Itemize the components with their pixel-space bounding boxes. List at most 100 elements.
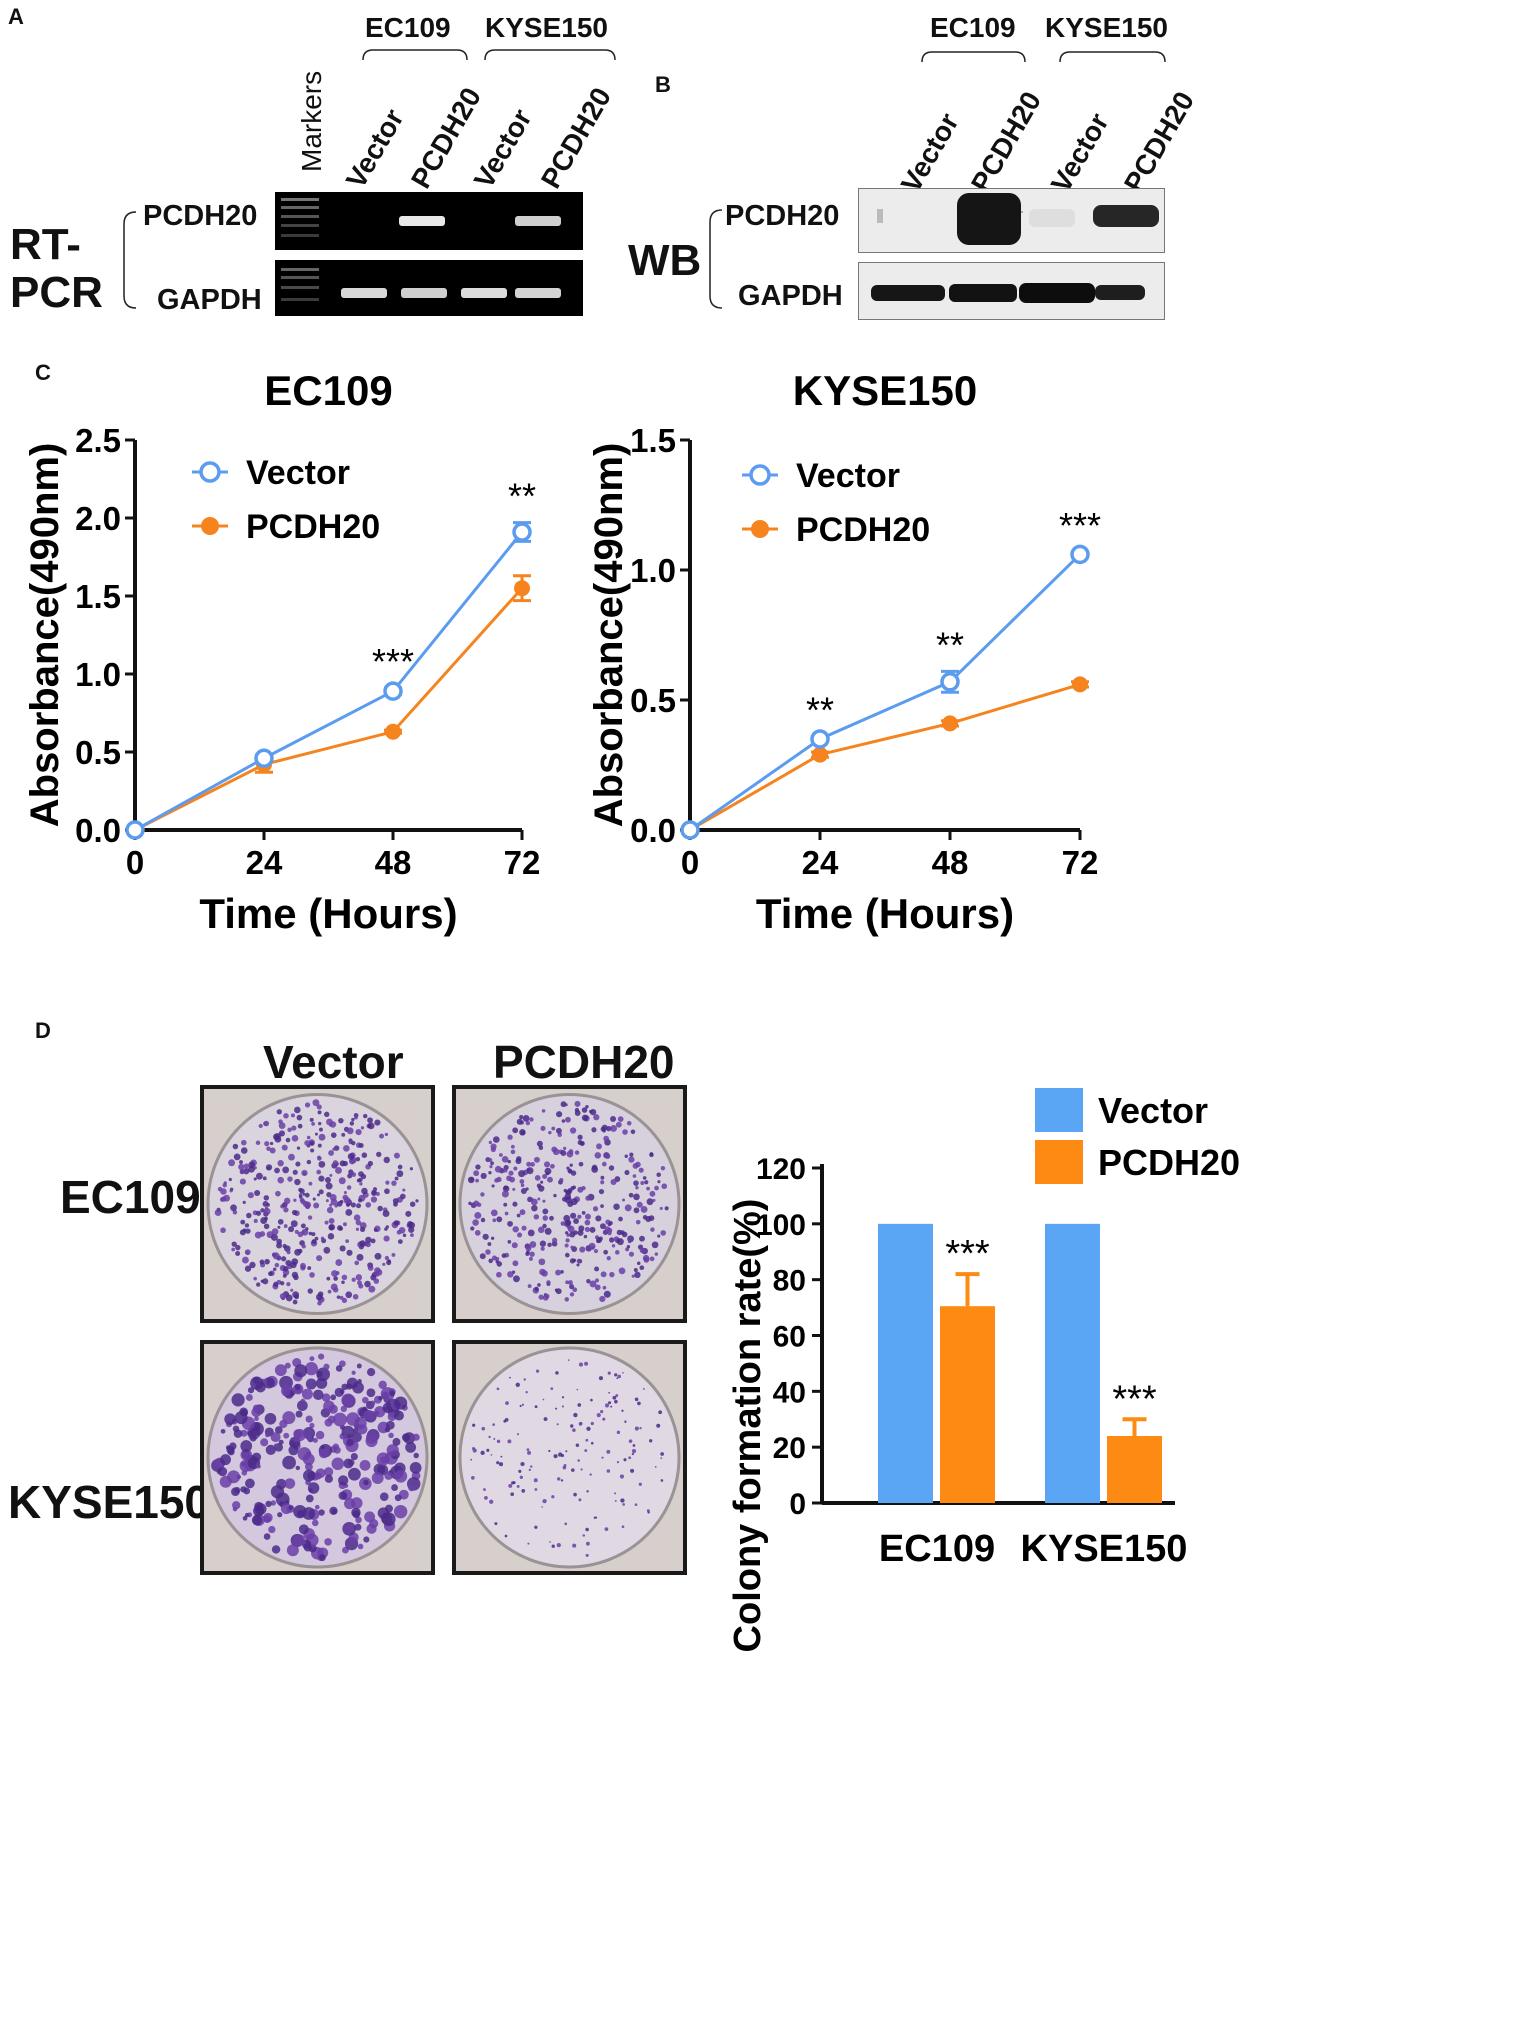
colony: [302, 1265, 306, 1270]
colony: [320, 1236, 325, 1241]
colony: [546, 1280, 551, 1285]
colony: [342, 1433, 348, 1439]
colony: [574, 1150, 580, 1155]
colony: [600, 1410, 604, 1414]
colony: [563, 1188, 568, 1193]
colony: [649, 1190, 656, 1197]
colony: [285, 1137, 291, 1143]
colony: [521, 1403, 525, 1406]
colony: [374, 1406, 386, 1418]
colony: [661, 1183, 668, 1190]
colony: [271, 1545, 281, 1554]
colony: [498, 1462, 504, 1467]
colony: [239, 1160, 243, 1164]
colony: [292, 1169, 298, 1175]
colony: [391, 1252, 396, 1257]
colony: [490, 1454, 493, 1456]
colony: [270, 1432, 281, 1443]
colony: [303, 1469, 316, 1482]
colony: [512, 1127, 519, 1134]
colony: [318, 1448, 329, 1459]
colony: [485, 1249, 491, 1255]
colony: [567, 1169, 573, 1174]
colony: [317, 1291, 324, 1297]
colony: [642, 1176, 647, 1180]
colony: [359, 1240, 366, 1247]
colony: [628, 1192, 634, 1198]
colony: [507, 1240, 512, 1244]
colony: [652, 1198, 656, 1202]
colony: [345, 1291, 353, 1299]
colony: [537, 1283, 541, 1287]
colony: [539, 1240, 547, 1247]
colony: [578, 1498, 582, 1502]
colony: [472, 1423, 476, 1427]
colony: [639, 1235, 645, 1242]
colony: [510, 1492, 515, 1497]
colony: [520, 1188, 527, 1194]
colony: [609, 1237, 615, 1243]
colony: [253, 1276, 257, 1281]
wb-group-label-ec109: EC109: [930, 12, 1016, 43]
colony: [295, 1465, 301, 1471]
colony: [607, 1371, 611, 1375]
colony: [545, 1171, 550, 1176]
legend-marker: [749, 464, 771, 486]
colony: [349, 1121, 355, 1126]
colony: [528, 1468, 531, 1472]
colony: [496, 1216, 503, 1223]
chart-title: KYSE150: [793, 367, 977, 414]
colony: [510, 1144, 515, 1149]
colony: [335, 1259, 343, 1266]
colony: [576, 1258, 582, 1264]
colony: [263, 1195, 270, 1201]
colony: [220, 1454, 231, 1466]
colony: [533, 1478, 538, 1483]
colony: [313, 1202, 320, 1209]
colony: [638, 1167, 644, 1173]
data-point-vector: [254, 748, 274, 768]
gel-gapdh: [275, 260, 583, 316]
colony: [640, 1205, 648, 1213]
colony: [494, 1165, 502, 1173]
colony: [341, 1393, 355, 1407]
colony: [287, 1176, 293, 1182]
colony: [533, 1156, 540, 1163]
x-axis-label: Time (Hours): [756, 890, 1014, 937]
colony: [581, 1107, 588, 1113]
colony: [241, 1169, 246, 1174]
colony: [503, 1202, 508, 1207]
colony: [650, 1227, 655, 1232]
colony: [506, 1175, 512, 1182]
colony: [527, 1542, 530, 1545]
colony: [512, 1187, 516, 1191]
colony: [598, 1376, 604, 1381]
colony: [318, 1353, 325, 1360]
line-chart-kyse150: KYSE150 0.0 0.5 1.0 1.5 0 24 48 72 Time (Hours) Ab…: [587, 367, 1101, 937]
colony: [496, 1461, 500, 1465]
colony: [283, 1113, 289, 1119]
colony: [578, 1422, 583, 1426]
method-label-rt: RT-: [10, 220, 81, 269]
colony: [332, 1147, 336, 1151]
y-tick-label: 40: [773, 1376, 806, 1409]
colony: [590, 1398, 593, 1402]
colony: [298, 1524, 309, 1535]
colony: [594, 1516, 598, 1519]
colony: [360, 1173, 367, 1180]
significance-mark: **: [936, 624, 964, 665]
colony: [495, 1260, 499, 1264]
legend-swatch: [1035, 1140, 1083, 1184]
colony: [480, 1192, 485, 1197]
colony: [504, 1418, 509, 1422]
colony: [492, 1423, 495, 1426]
colony: [282, 1243, 287, 1249]
colony: [523, 1378, 526, 1381]
colony: [608, 1221, 613, 1226]
colony: [347, 1153, 355, 1160]
colony: [301, 1230, 305, 1234]
colony: [473, 1170, 480, 1177]
colony: [328, 1123, 332, 1127]
colony: [317, 1301, 322, 1306]
colony: [490, 1161, 494, 1166]
